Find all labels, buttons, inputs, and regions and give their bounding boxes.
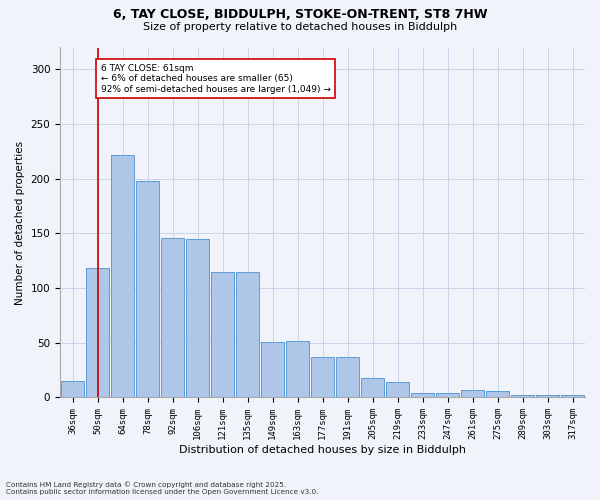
Bar: [561, 396, 584, 398]
Bar: [336, 357, 359, 398]
Text: 6, TAY CLOSE, BIDDULPH, STOKE-ON-TRENT, ST8 7HW: 6, TAY CLOSE, BIDDULPH, STOKE-ON-TRENT, …: [113, 8, 487, 20]
Bar: [411, 393, 434, 398]
Bar: [311, 357, 334, 398]
X-axis label: Distribution of detached houses by size in Biddulph: Distribution of detached houses by size …: [179, 445, 466, 455]
Bar: [461, 390, 484, 398]
Text: Contains HM Land Registry data © Crown copyright and database right 2025.: Contains HM Land Registry data © Crown c…: [6, 481, 286, 488]
Bar: [86, 268, 109, 398]
Bar: [536, 396, 559, 398]
Bar: [386, 382, 409, 398]
Bar: [111, 154, 134, 398]
Bar: [511, 396, 534, 398]
Text: Size of property relative to detached houses in Biddulph: Size of property relative to detached ho…: [143, 22, 457, 32]
Bar: [361, 378, 384, 398]
Bar: [436, 393, 459, 398]
Bar: [211, 272, 234, 398]
Bar: [61, 381, 84, 398]
Bar: [261, 342, 284, 398]
Bar: [136, 181, 159, 398]
Bar: [486, 391, 509, 398]
Bar: [161, 238, 184, 398]
Bar: [286, 340, 309, 398]
Y-axis label: Number of detached properties: Number of detached properties: [15, 140, 25, 304]
Bar: [186, 239, 209, 398]
Bar: [236, 272, 259, 398]
Text: Contains public sector information licensed under the Open Government Licence v3: Contains public sector information licen…: [6, 489, 319, 495]
Text: 6 TAY CLOSE: 61sqm
← 6% of detached houses are smaller (65)
92% of semi-detached: 6 TAY CLOSE: 61sqm ← 6% of detached hous…: [101, 64, 331, 94]
